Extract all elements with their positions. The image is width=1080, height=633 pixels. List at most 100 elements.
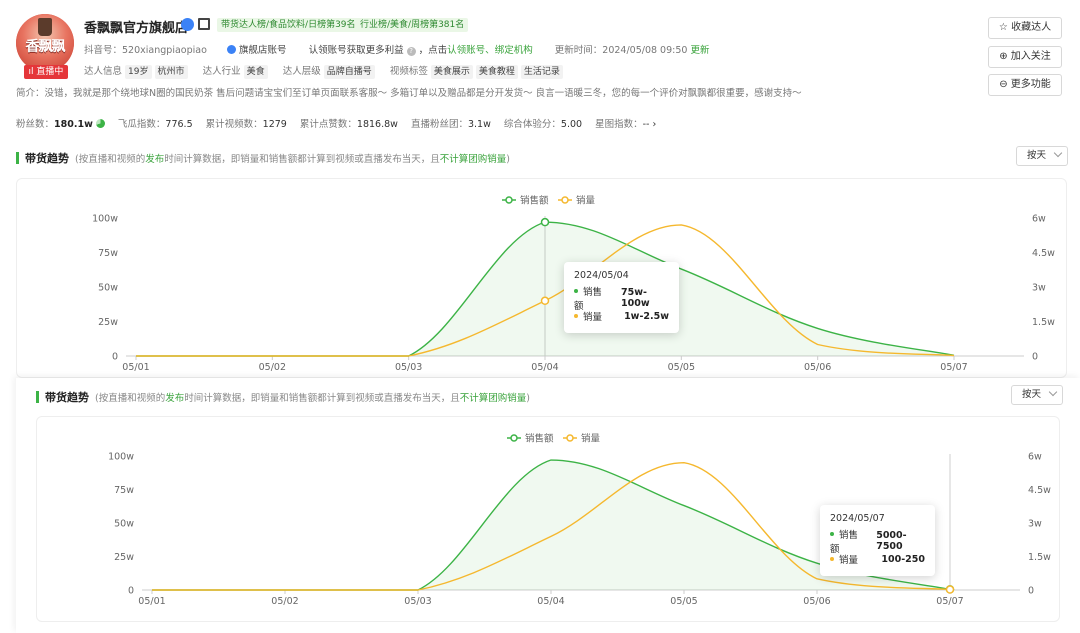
account-intro: 简介：没错，我就是那个绕地球N圈的国民奶茶 售后问题请宝宝们至订单页面联系客服～… bbox=[16, 88, 802, 99]
video-tag-chip: 生活记录 bbox=[520, 65, 563, 79]
section-desc-mid: 时间计算数据，即销量和销售额都计算到视频或直播发布当天，且 bbox=[164, 154, 440, 165]
rank-tag-weekly[interactable]: 行业榜/美食/周榜第381名 bbox=[356, 18, 469, 32]
x-tick-label: 05/02 bbox=[259, 362, 286, 373]
x-tick-label: 05/06 bbox=[803, 596, 830, 607]
avatar[interactable]: 香飘飘 bbox=[16, 14, 74, 72]
chevron-down-icon bbox=[1048, 387, 1058, 397]
section-header: 带货趋势 (按直播和视频的发布时间计算数据，即销量和销售额都计算到视频或直播发布当… bbox=[16, 150, 510, 166]
douyin-id-label: 抖音号： bbox=[84, 45, 123, 56]
tooltip-row-volume: 销量 100-250 bbox=[830, 550, 925, 568]
fans-value: 180.1w bbox=[54, 119, 93, 130]
douyin-id: 520xiangpiaopiao bbox=[122, 45, 207, 56]
y-tick-label-left: 0 bbox=[112, 352, 118, 363]
claim-account-link[interactable]: 认领账号 bbox=[447, 45, 486, 56]
info-label: 达人信息 bbox=[84, 66, 123, 77]
live-badge[interactable]: ıl 直播中 bbox=[24, 65, 68, 79]
y-tick-label-left: 0 bbox=[128, 586, 134, 597]
star-value[interactable]: -- › bbox=[642, 119, 657, 130]
update-time-label: 更新时间： bbox=[554, 45, 603, 56]
y-tick-label-right: 3w bbox=[1032, 283, 1046, 294]
follow-button[interactable]: ⊕ 加入关注 bbox=[988, 46, 1062, 68]
stats-row: 粉丝数：180.1w 飞瓜指数：776.5 累计视频数：1279 累计点赞数：1… bbox=[16, 116, 666, 130]
series-area bbox=[136, 222, 954, 356]
chart-tooltip: 2024/05/04 销售额 75w-100w 销量 1w-2.5w bbox=[564, 262, 679, 333]
tooltip-series-name: 销量 bbox=[839, 555, 859, 566]
tooltip-date: 2024/05/07 bbox=[830, 513, 885, 524]
series-area bbox=[152, 460, 950, 590]
y-tick-label-left: 25w bbox=[98, 317, 118, 328]
fans-pie-icon[interactable] bbox=[95, 119, 105, 128]
section-desc-pre: (按直播和视频的 bbox=[95, 393, 166, 404]
section-desc-highlight: 不计算团购销量 bbox=[439, 154, 507, 165]
y-tick-label-left: 100w bbox=[108, 452, 134, 463]
legend-label: 销售额 bbox=[525, 433, 554, 445]
granularity-select[interactable]: 按天 bbox=[1011, 385, 1063, 405]
claim-click-text: ，点击 bbox=[418, 45, 448, 56]
level-label: 达人层级 bbox=[282, 66, 321, 77]
x-tick-label: 05/04 bbox=[531, 362, 558, 373]
account-meta-row: 抖音号：520xiangpiaopiao 旗舰店账号 认领账号获取更多利益 ? … bbox=[84, 42, 709, 56]
videos-value: 1279 bbox=[262, 119, 287, 130]
section-desc-post: ) bbox=[506, 154, 510, 165]
more-functions-button[interactable]: ⊖ 更多功能 bbox=[988, 74, 1062, 96]
chart-legend: 销售额 销量 bbox=[502, 195, 596, 207]
y-tick-label-right: 4.5w bbox=[1028, 485, 1051, 496]
section-accent-bar bbox=[16, 152, 19, 164]
tooltip-series-value: 5000-7500 bbox=[876, 530, 907, 552]
x-tick-label: 05/01 bbox=[122, 362, 149, 373]
x-tick-label: 05/07 bbox=[936, 596, 963, 607]
chevron-down-icon bbox=[1053, 148, 1063, 158]
x-tick-label: 05/05 bbox=[668, 362, 695, 373]
live-bars-icon: ıl bbox=[28, 67, 37, 77]
legend-marker-icon bbox=[561, 196, 569, 204]
granularity-value: 按天 bbox=[1022, 389, 1042, 400]
y-tick-label-right: 6w bbox=[1032, 214, 1046, 225]
video-tag-chip: 美食展示 bbox=[430, 65, 473, 79]
level-chip: 品牌自播号 bbox=[323, 65, 375, 79]
section-desc-post: ) bbox=[526, 393, 530, 404]
legend-dot-icon bbox=[574, 289, 578, 293]
account-name: 香飘飘官方旗舰店 bbox=[84, 21, 189, 36]
section-desc-highlight: 不计算团购销量 bbox=[459, 393, 527, 404]
video-tag-chip: 美食教程 bbox=[475, 65, 518, 79]
legend-dot-icon bbox=[574, 314, 578, 318]
tooltip-date: 2024/05/04 bbox=[574, 270, 629, 281]
legend-marker-icon bbox=[505, 196, 513, 204]
y-tick-label-right: 6w bbox=[1028, 452, 1042, 463]
help-icon[interactable]: ? bbox=[406, 47, 416, 56]
rank-tag-daily[interactable]: 带货达人榜/食品饮料/日榜第39名 bbox=[217, 18, 360, 32]
y-tick-label-left: 50w bbox=[114, 519, 134, 530]
section-desc-highlight: 发布 bbox=[165, 393, 185, 404]
section-title: 带货趋势 bbox=[45, 391, 89, 404]
legend-label: 销量 bbox=[581, 433, 601, 445]
favorite-button[interactable]: ☆ 收藏达人 bbox=[988, 17, 1062, 39]
x-tick-label: 05/04 bbox=[537, 596, 564, 607]
y-tick-label-left: 50w bbox=[98, 283, 118, 294]
video-tag-label: 视频标签 bbox=[389, 66, 428, 77]
granularity-select[interactable]: 按天 bbox=[1016, 146, 1068, 166]
tooltip-row-volume: 销量 1w-2.5w bbox=[574, 307, 669, 325]
x-tick-label: 05/02 bbox=[271, 596, 298, 607]
hover-point bbox=[945, 585, 955, 594]
legend-marker-icon bbox=[510, 434, 518, 442]
legend-label: 销售额 bbox=[520, 195, 549, 207]
claim-text: 认领账号获取更多利益 bbox=[308, 45, 404, 56]
x-tick-label: 05/07 bbox=[940, 362, 967, 373]
y-tick-label-left: 75w bbox=[98, 248, 118, 259]
y-tick-label-right: 1.5w bbox=[1028, 552, 1051, 563]
y-tick-label-left: 100w bbox=[92, 214, 118, 225]
star-label: 星图指数： bbox=[595, 119, 643, 130]
section-desc-highlight: 发布 bbox=[145, 154, 165, 165]
tooltip-series-name: 销售额 bbox=[830, 530, 859, 555]
x-tick-label: 05/03 bbox=[395, 362, 422, 373]
bind-org-link[interactable]: 绑定机构 bbox=[494, 45, 533, 56]
section-desc-pre: (按直播和视频的 bbox=[75, 154, 146, 165]
qr-code-icon[interactable] bbox=[198, 18, 210, 30]
legend-marker-icon bbox=[566, 434, 574, 442]
tooltip-row-sales: 销售额 5000-7500 bbox=[830, 530, 925, 555]
section-desc-mid: 时间计算数据，即销量和销售额都计算到视频或直播发布当天，且 bbox=[184, 393, 460, 404]
update-link[interactable]: 更新 bbox=[690, 45, 710, 56]
y-tick-label-right: 4.5w bbox=[1032, 248, 1055, 259]
